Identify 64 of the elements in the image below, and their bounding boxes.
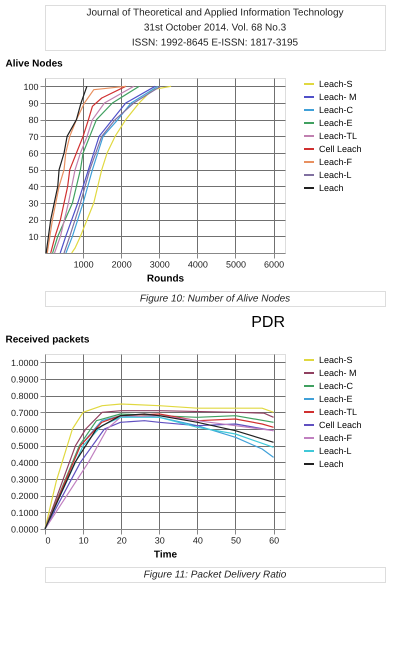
y-tick-label: 50 (28, 165, 38, 176)
y-tick-label: 1.0000 (10, 358, 38, 368)
legend-label: Leach-TL (319, 131, 358, 141)
y-tick-label: 0.5000 (10, 441, 38, 452)
legend-label: Leach-C (319, 381, 354, 391)
line-series (46, 86, 88, 254)
y-axis-title: Received packets (6, 334, 90, 346)
legend-label: Leach-C (319, 105, 354, 115)
legend-label: Leach-S (319, 79, 353, 89)
y-tick-label: 90 (28, 98, 38, 108)
x-axis-title: Rounds (146, 274, 185, 284)
y-tick-label: 80 (28, 115, 38, 126)
y-tick-label: 0.2000 (10, 491, 38, 502)
line-series (71, 86, 172, 254)
y-tick-label: 0.3000 (10, 474, 38, 484)
legend-label: Cell Leach (319, 144, 362, 154)
x-tick-label: 10 (78, 536, 89, 546)
y-axis-title: Alive Nodes (6, 58, 64, 70)
legend-label: Leach-L (319, 170, 352, 180)
legend-label: Leach-E (319, 394, 353, 404)
x-tick-label: 2000 (112, 260, 132, 270)
x-tick-label: 20 (116, 536, 127, 546)
y-tick-label: 0.9000 (10, 374, 38, 384)
y-tick-label: 20 (28, 215, 38, 226)
text: ISSN: 1992-8645 E-ISSN: 1817-3195 (132, 38, 299, 48)
y-tick-label: 30 (28, 198, 38, 208)
x-tick-label: 5000 (226, 260, 246, 270)
legend-label: Leach-L (319, 446, 352, 456)
legend-label: Leach-S (319, 355, 353, 365)
x-tick-label: 6000 (264, 260, 284, 270)
y-tick-label: 0.4000 (10, 458, 38, 468)
x-tick-label: 4000 (188, 260, 208, 270)
y-tick-label: 0.8000 (10, 391, 38, 402)
x-tick-label: 30 (154, 536, 165, 546)
x-tick-label: 0 (46, 536, 51, 546)
x-tick-label: 50 (230, 536, 241, 546)
legend-label: Leach (319, 183, 344, 193)
legend-label: Leach-E (319, 118, 353, 128)
y-tick-label: 70 (28, 132, 38, 142)
x-tick-label: 3000 (150, 260, 170, 270)
legend-label: Leach-F (319, 157, 353, 167)
y-tick-label: 60 (28, 148, 38, 158)
caption: Figure 10: Number of Alive Nodes (140, 294, 290, 304)
y-tick-label: 0.1000 (10, 508, 38, 518)
text: 31st October 2014. Vol. 68 No.3 (144, 22, 287, 34)
chart-title: PDR (251, 314, 285, 331)
x-tick-label: 60 (269, 536, 280, 546)
y-tick-label: 100 (23, 82, 38, 92)
y-tick-label: 10 (28, 232, 38, 242)
y-tick-label: 0.0000 (10, 524, 38, 534)
legend-label: Cell Leach (319, 420, 362, 430)
legend-label: Leach-TL (319, 407, 358, 417)
text: Journal of Theoretical and Applied Information Technology (86, 8, 344, 18)
legend-label: Leach- M (319, 368, 357, 378)
legend-label: Leach-F (319, 433, 353, 443)
y-tick-label: 0.7000 (10, 408, 38, 418)
y-tick-label: 40 (28, 182, 38, 192)
y-tick-label: 0.6000 (10, 424, 38, 434)
x-tick-label: 1000 (74, 260, 94, 270)
legend-label: Leach (319, 459, 344, 469)
x-axis-title: Time (154, 550, 178, 560)
caption: Figure 11: Packet Delivery Ratio (144, 570, 287, 580)
legend-label: Leach- M (319, 92, 357, 102)
x-tick-label: 40 (192, 536, 203, 546)
